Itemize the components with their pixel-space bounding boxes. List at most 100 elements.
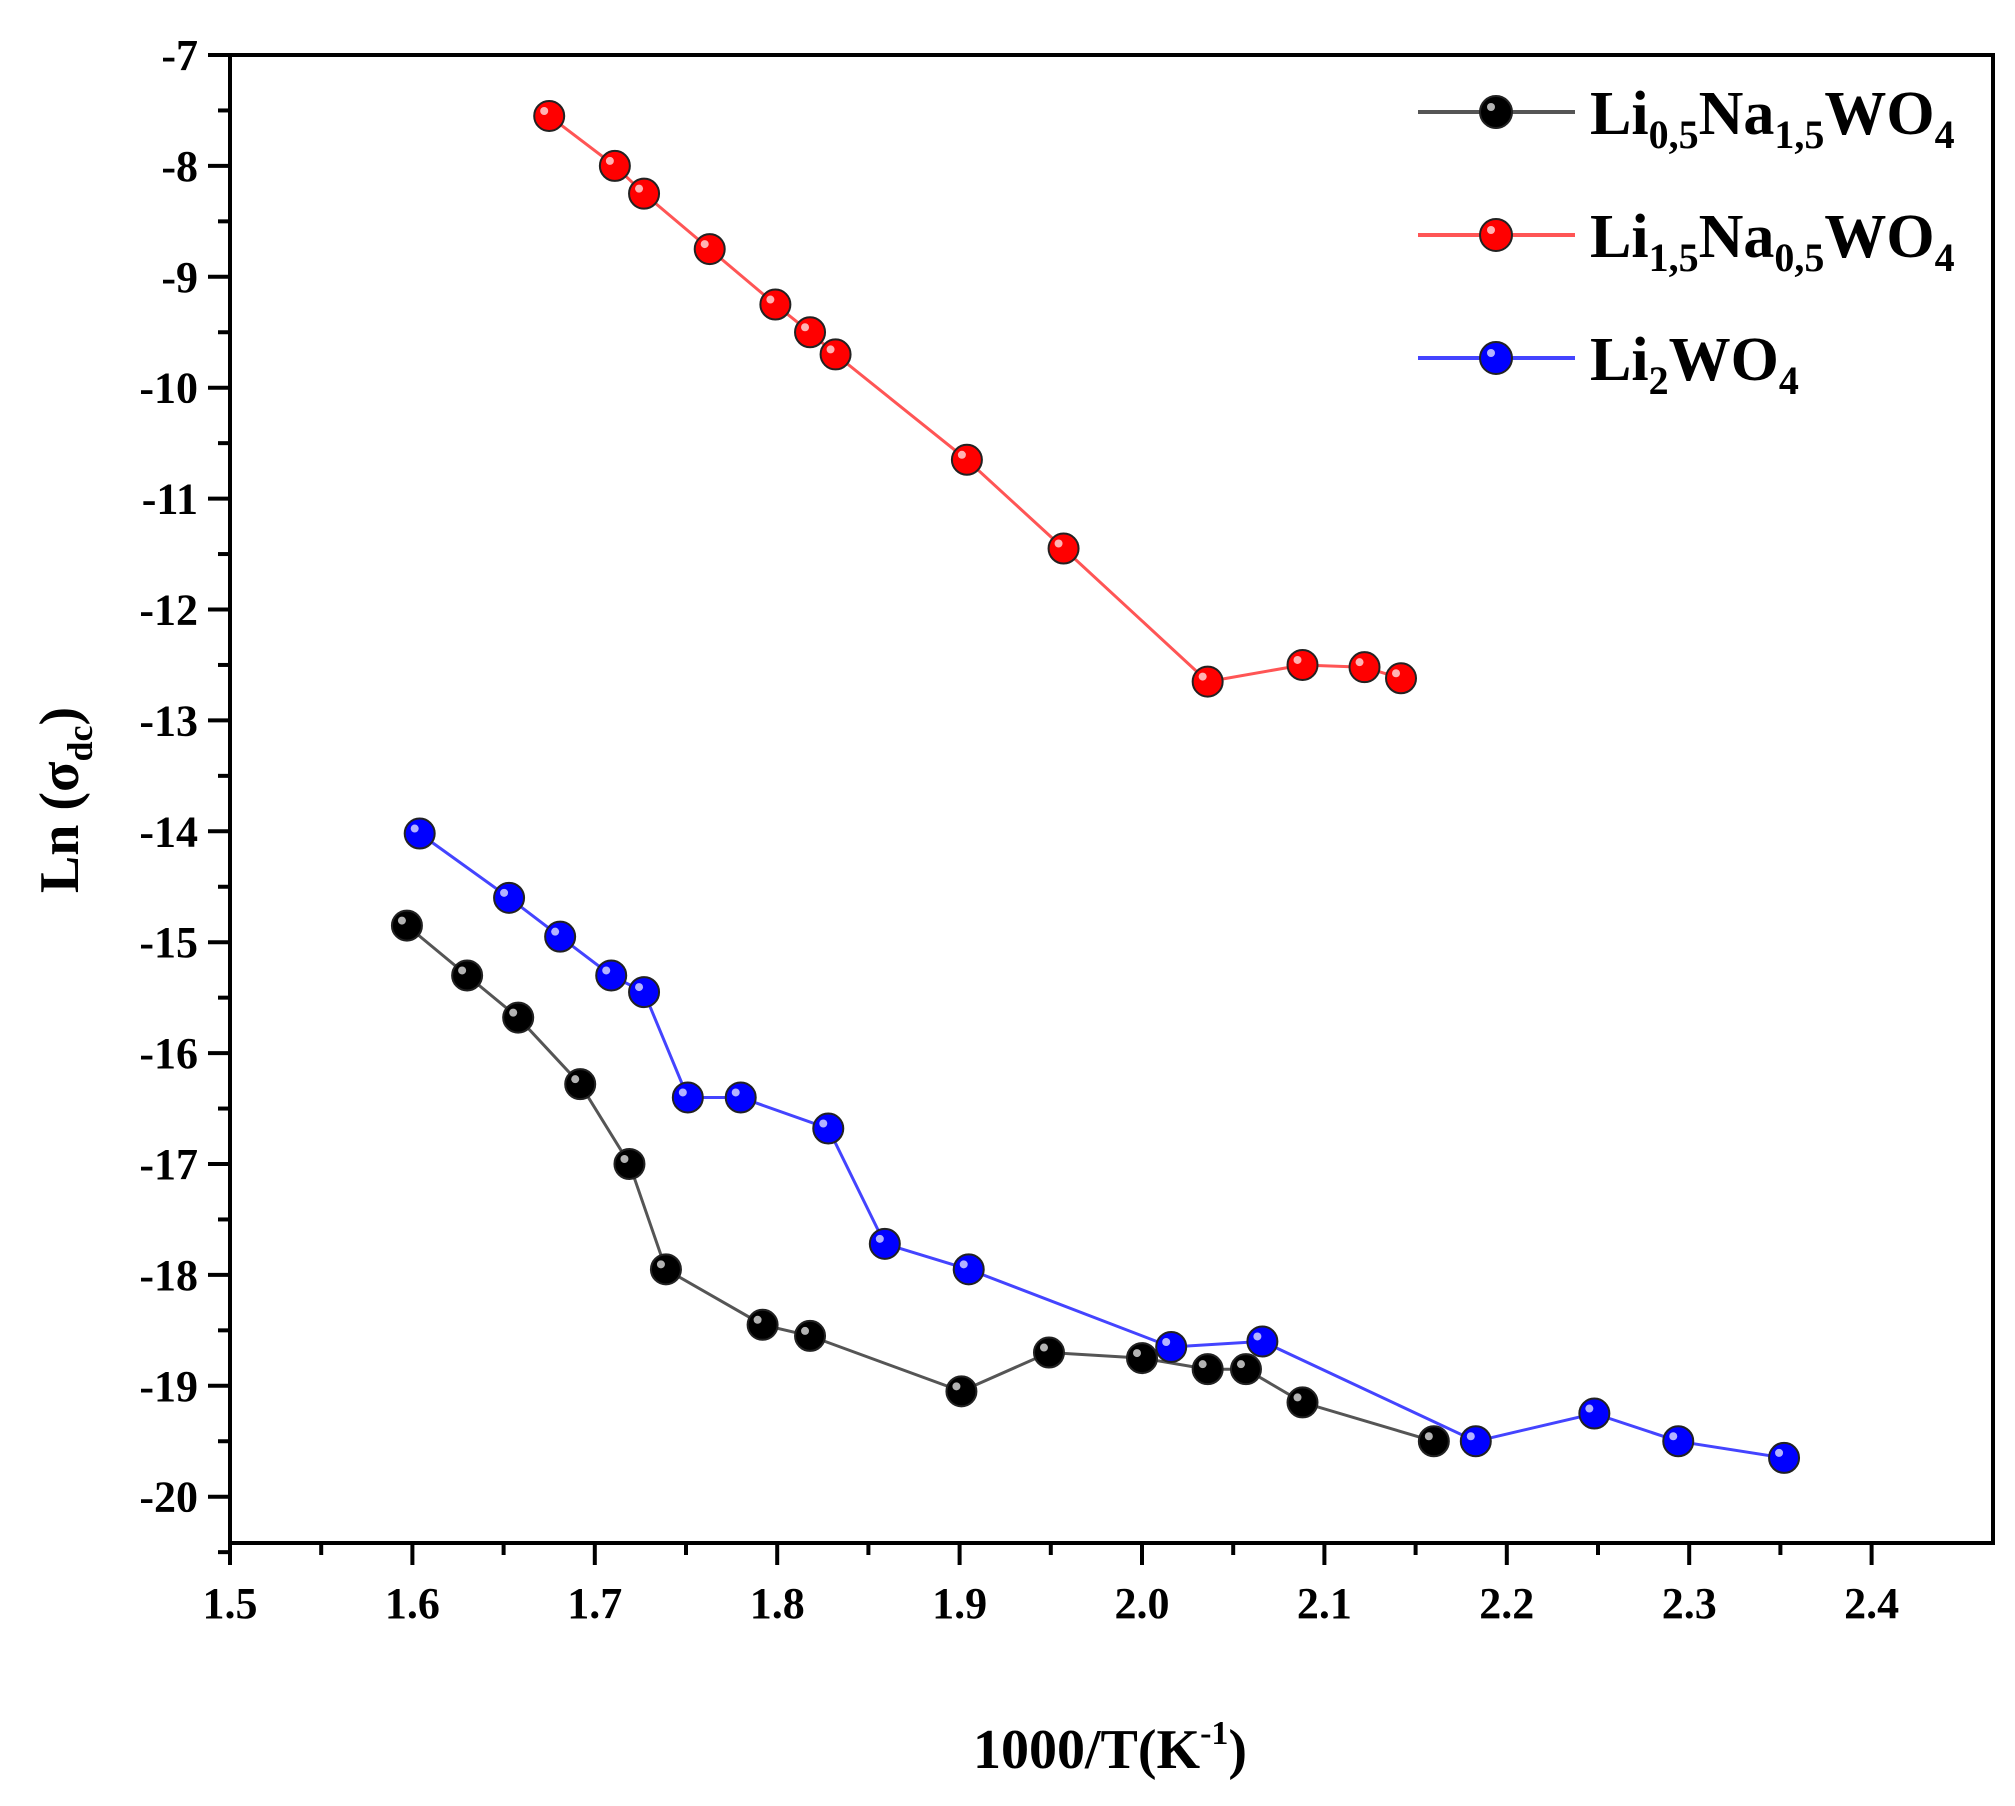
legend-marker-highlight — [1487, 226, 1495, 234]
series-line-0 — [405, 924, 1435, 1443]
data-point-highlight — [551, 927, 560, 936]
data-point — [945, 1375, 978, 1408]
data-point — [812, 1112, 845, 1145]
data-point-highlight — [801, 323, 810, 332]
x-tick-label: 1.7 — [567, 1579, 622, 1628]
data-point-highlight — [620, 1155, 629, 1163]
data-point — [1417, 1425, 1450, 1458]
x-tick-label: 2.3 — [1662, 1579, 1717, 1628]
legend-label: Li0,5Na1,5WO4 — [1590, 80, 1955, 157]
x-tick-label: 1.9 — [932, 1579, 987, 1628]
data-point-highlight — [1585, 1404, 1594, 1413]
data-point-highlight — [410, 824, 419, 833]
data-point-highlight — [1669, 1432, 1678, 1441]
data-point — [724, 1081, 757, 1114]
data-point-highlight — [635, 184, 644, 193]
data-point-highlight — [1466, 1432, 1475, 1441]
data-point — [1229, 1353, 1262, 1386]
data-point — [950, 443, 983, 476]
data-point — [1459, 1425, 1492, 1458]
data-point-highlight — [801, 1326, 810, 1335]
data-point — [1286, 648, 1319, 681]
data-point — [1662, 1425, 1695, 1458]
legend-label: Li2WO4 — [1590, 326, 1799, 403]
data-point-highlight — [826, 345, 835, 354]
data-point-highlight — [1355, 658, 1364, 667]
data-point — [1348, 651, 1381, 684]
data-point — [1578, 1397, 1611, 1430]
y-tick-label: -19 — [139, 1362, 198, 1411]
data-point-highlight — [500, 888, 509, 897]
data-point-highlight — [1253, 1332, 1262, 1341]
x-tick-label: 1.8 — [750, 1579, 805, 1628]
data-point-highlight — [957, 450, 966, 459]
data-point — [819, 338, 852, 371]
series-line-1 — [548, 114, 1402, 684]
data-point — [1155, 1330, 1188, 1363]
plot-frame — [228, 53, 1995, 1545]
data-point — [1286, 1386, 1319, 1419]
y-tick-label: -17 — [139, 1140, 198, 1189]
legend-marker-highlight — [1487, 103, 1495, 111]
data-point-highlight — [731, 1088, 740, 1097]
data-point — [403, 817, 436, 850]
data-point-highlight — [678, 1088, 687, 1097]
y-tick-label: -7 — [161, 31, 198, 80]
y-tick-label: -10 — [139, 364, 198, 413]
data-point — [1032, 1336, 1065, 1369]
data-point-highlight — [1198, 672, 1207, 681]
data-point — [649, 1253, 682, 1286]
y-tick-label: -14 — [139, 807, 198, 856]
axis-ticks — [208, 53, 1874, 1565]
x-axis-title: 1000/T(K-1) — [973, 1715, 1247, 1781]
data-point-highlight — [1162, 1337, 1171, 1346]
legend-marker — [1479, 341, 1513, 375]
y-tick-label: -20 — [139, 1473, 198, 1522]
data-point-highlight — [753, 1315, 762, 1324]
data-point-highlight — [819, 1119, 828, 1128]
data-point-highlight — [397, 916, 406, 925]
data-point — [613, 1148, 646, 1180]
data-point-highlight — [1775, 1448, 1784, 1457]
data-point — [1191, 665, 1224, 698]
data-point — [759, 288, 792, 321]
data-point-highlight — [1293, 655, 1302, 664]
data-point-highlight — [959, 1260, 968, 1269]
data-point-highlight — [1236, 1360, 1245, 1369]
data-point — [693, 233, 726, 266]
series-lines — [405, 114, 1785, 1460]
data-point — [1768, 1441, 1801, 1474]
x-tick-label: 1.6 — [385, 1579, 440, 1628]
data-point — [628, 177, 661, 210]
data-point — [1126, 1342, 1158, 1375]
data-point-highlight — [952, 1382, 961, 1391]
data-point-highlight — [1293, 1393, 1302, 1402]
x-tick-label: 2.1 — [1297, 1579, 1352, 1628]
data-point-highlight — [602, 966, 611, 975]
data-point-highlight — [656, 1260, 665, 1269]
data-point — [794, 316, 827, 349]
y-tick-label: -15 — [139, 918, 198, 967]
data-point-highlight — [1133, 1349, 1141, 1358]
legend-marker — [1479, 218, 1513, 252]
data-point — [628, 976, 661, 1009]
series-line-2 — [418, 832, 1785, 1460]
legend-marker — [1479, 95, 1513, 129]
x-tick-label: 2.0 — [1115, 1579, 1170, 1628]
y-tick-label: -16 — [139, 1029, 198, 1078]
data-point-highlight — [571, 1075, 580, 1084]
data-point-highlight — [458, 966, 467, 975]
x-tick-label: 2.2 — [1479, 1579, 1534, 1628]
data-point-highlight — [540, 106, 549, 115]
data-point — [595, 959, 628, 992]
data-point — [1047, 532, 1080, 565]
series-points — [390, 99, 1801, 1474]
data-point — [952, 1253, 985, 1286]
data-point-highlight — [1424, 1432, 1433, 1441]
y-axis-title: Ln (σdc) — [29, 707, 100, 893]
data-point — [1385, 662, 1418, 695]
y-tick-label: -8 — [161, 142, 198, 191]
legend: Li0,5Na1,5WO4 Li1,5Na0,5WO4 Li2WO4 — [1418, 80, 1955, 403]
y-tick-label: -12 — [139, 586, 198, 635]
data-point — [1191, 1353, 1224, 1386]
